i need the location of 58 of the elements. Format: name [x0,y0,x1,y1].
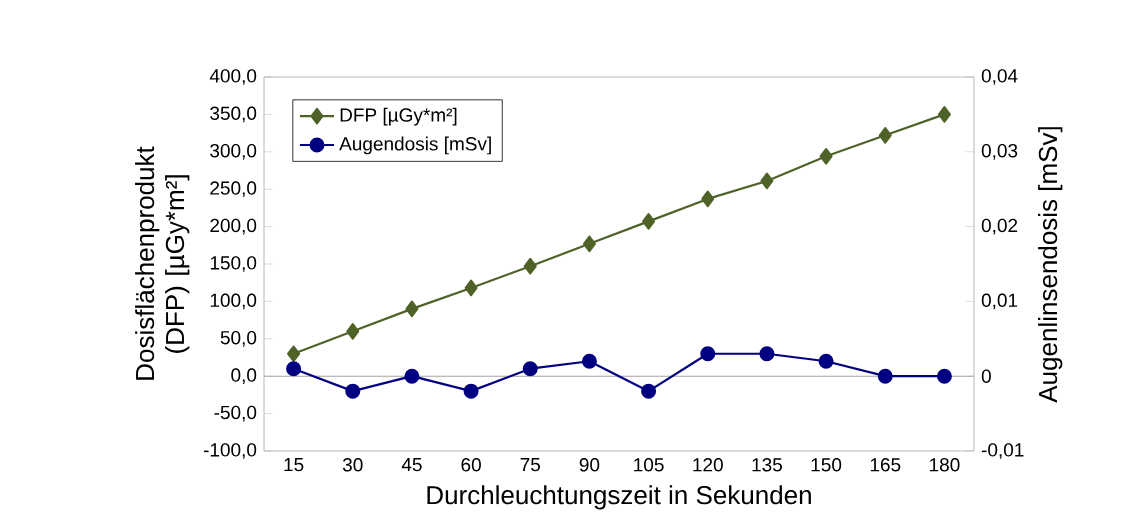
x-tick-label: 45 [401,458,422,472]
point [641,383,657,399]
point [936,368,952,384]
point [701,190,715,208]
x-tick-label: 180 [930,458,960,472]
y-tick-label: 400,0 [209,69,257,85]
point [582,235,596,253]
point [878,127,892,144]
y-tick-label: 300,0 [210,143,257,160]
point [464,279,478,297]
y2-axis-title: Augenlinsendosis [mSv] [1038,127,1063,403]
point [760,172,774,190]
y2-tick-label: -0,01 [981,443,1024,459]
y-tick-label: -100,0 [203,443,257,459]
x-tick-label: 105 [634,458,664,472]
point [523,257,537,275]
y-axis-title: Dosisflächenprodukt (DFP) [µGy*m²] [135,146,190,380]
y2-tick-label: 0 [981,369,991,383]
point [345,383,361,399]
y-tick-label: -50,0 [214,405,257,422]
y-tick-label: 100,0 [210,293,257,310]
point [759,346,775,362]
point [346,323,360,340]
x-tick-label: 60 [461,458,481,472]
point [700,346,716,362]
point [642,213,656,230]
point [877,368,893,384]
x-tick-label: 30 [342,458,363,472]
y-tick-label: 50,0 [220,330,257,347]
y-tick-label: 250,0 [210,181,257,198]
x-tick-label: 150 [811,458,842,472]
x-tick-label: 135 [752,458,782,472]
point [463,383,479,399]
y-tick-label: 200,0 [210,218,257,235]
x-tick-label: 120 [693,458,723,472]
y2-tick-label: 0,01 [981,293,1018,310]
y2-tick-label: 0,04 [981,69,1018,85]
y-tick-label: 150,0 [210,256,257,272]
point [937,106,951,123]
point [522,361,538,377]
x-axis-title: Durchleuchtungszeit in Sekunden [427,485,811,510]
x-tick-label: 90 [579,458,600,472]
y2-tick-label: 0,02 [981,218,1018,235]
point [819,147,833,165]
x-tick-label: 75 [520,458,541,472]
point [404,368,420,384]
point [286,361,302,377]
x-tick-label: 15 [284,458,304,472]
point [405,300,419,318]
point [287,345,301,363]
point [818,353,834,369]
legend-label: Augendosis [mSv] [339,136,491,155]
point [581,353,597,369]
x-tick-label: 165 [870,458,901,472]
y2-tick-label: 0,03 [981,143,1018,160]
y-tick-label: 0,0 [231,368,257,385]
y-tick-label: 350,0 [210,106,257,123]
legend-label: DFP [µGy*m²] [340,107,457,126]
